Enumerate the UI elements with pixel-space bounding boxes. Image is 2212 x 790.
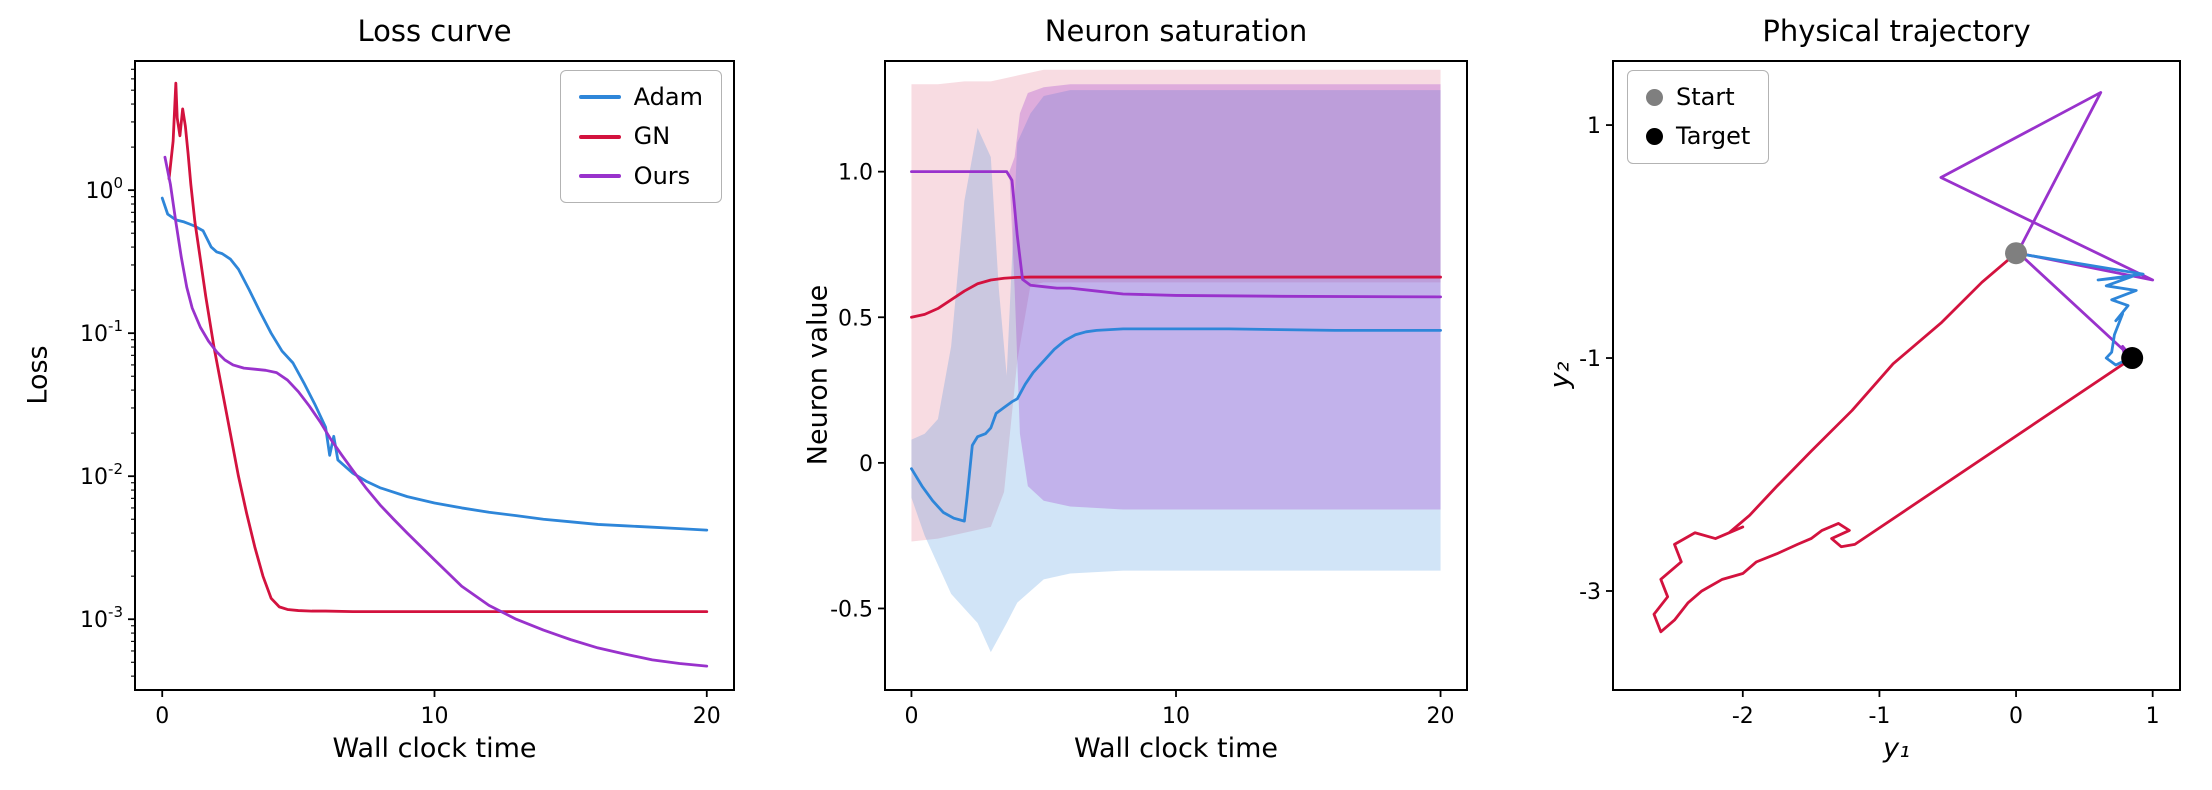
y-tick-label: 0 (859, 452, 873, 477)
neuron-saturation-title: Neuron saturation (1044, 14, 1308, 48)
loss-x-axis-label: Wall clock time (332, 733, 537, 764)
x-tick-label: 20 (1427, 704, 1455, 729)
series-line-adam (160, 196, 709, 532)
ours-line-swatch (578, 173, 621, 178)
loss-curve-plot-area: 0 10 20 100 10-1 10-2 10-3 (80, 60, 735, 729)
legend-label-adam: Adam (633, 83, 703, 111)
y-tick-label: 10-1 (80, 317, 123, 347)
legend-item-target: Target (1646, 120, 1750, 152)
band-ours (911, 84, 1441, 510)
trajectory-plot-area: -2 -1 0 1 1 -1 -3 (1579, 60, 2181, 729)
series-line-gn (167, 81, 709, 614)
trajectory-y-axis-label: y₂ (1544, 361, 1576, 389)
y-tick-label: -0.5 (830, 597, 873, 622)
x-tick-label: 10 (421, 704, 449, 729)
legend-item-start: Start (1646, 81, 1750, 113)
trajectory-panel: -2 -1 0 1 1 -1 -3 Physical trajectory y₂ y₁ St… (1500, 0, 2212, 790)
neuron-x-axis-label: Wall clock time (1073, 733, 1279, 764)
series-line-gn (910, 275, 1442, 319)
legend-label-gn: GN (633, 122, 671, 151)
loss-curve-title: Loss curve (357, 14, 512, 48)
neuron-y-axis-label: Neuron value (802, 284, 834, 466)
legend-item-adam: Adam (578, 81, 703, 113)
y-tick-label: 100 (85, 174, 123, 204)
start-marker-swatch (1646, 88, 1663, 106)
series-line-gn (1652, 251, 2134, 634)
y-tick-label: 1 (1587, 114, 1601, 139)
band-adam (911, 90, 1441, 653)
x-tick-label: -1 (1868, 704, 1890, 729)
legend-label-ours: Ours (633, 161, 691, 190)
legend-label-start: Start (1676, 83, 1735, 111)
series-line-ours (910, 170, 1442, 299)
axes-frame (1612, 60, 2181, 691)
y-tick-label: 10-3 (80, 603, 123, 633)
neuron-saturation-plot-area: 0 10 20 -0.5 0 0.5 1.0 (830, 60, 1468, 729)
x-tick-label: -2 (1732, 704, 1754, 729)
x-tick-label: 10 (1162, 704, 1190, 729)
neuron-saturation-panel: 0 10 20 -0.5 0 0.5 1.0 Neuron saturation Neuro… (760, 0, 1500, 790)
target-marker-swatch (1646, 128, 1663, 146)
loss-y-axis-label: Loss (22, 345, 54, 405)
trajectory-title: Physical trajectory (1762, 14, 2031, 48)
x-tick-label: 1 (2146, 704, 2160, 729)
adam-line-swatch (578, 95, 621, 100)
series-line-adam (2014, 251, 2145, 367)
y-tick-label: -3 (1579, 580, 1601, 605)
series-line-ours (163, 155, 709, 668)
legend-label-target: Target (1676, 122, 1751, 151)
series-line-adam (910, 327, 1442, 523)
y-tick-label: 10-2 (80, 460, 123, 490)
loss-legend: Adam GN Ours (559, 70, 722, 204)
loss-curve-panel: 0 10 20 100 10-1 10-2 10-3 Loss curve Loss Wal… (0, 0, 760, 790)
point-target (2121, 347, 2144, 370)
legend-item-ours: Ours (578, 160, 703, 192)
x-tick-label: 0 (2009, 704, 2023, 729)
x-tick-label: 0 (904, 704, 918, 729)
x-tick-label: 0 (155, 704, 169, 729)
band-gn (911, 69, 1441, 542)
trajectory-x-axis-label: y₁ (1883, 733, 1910, 764)
y-tick-label: 1.0 (838, 161, 873, 186)
gn-line-swatch (578, 134, 621, 139)
trajectory-legend: Start Target (1627, 70, 1770, 164)
legend-item-gn: GN (578, 120, 703, 152)
y-tick-label: -1 (1579, 347, 1601, 372)
y-tick-label: 0.5 (838, 306, 873, 331)
x-tick-label: 20 (693, 704, 721, 729)
point-start (2005, 242, 2028, 265)
